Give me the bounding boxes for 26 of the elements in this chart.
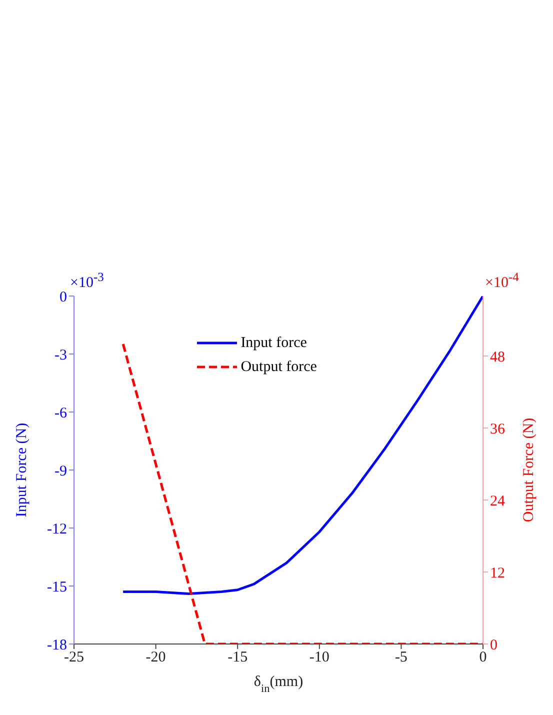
- y-axis-title: Input Force (N): [14, 422, 30, 518]
- y-tick-label: -12: [47, 521, 67, 538]
- y2-tick-label: 24: [490, 493, 506, 510]
- x-tick-label: -15: [228, 650, 248, 666]
- y-tick-label: -6: [54, 405, 68, 422]
- y2-tick-label: 48: [490, 349, 505, 366]
- y2-tick-label: 0: [490, 637, 498, 654]
- y-tick-label: -18: [47, 637, 67, 654]
- x-tick-label: 0: [479, 650, 487, 666]
- y-tick-label: -3: [54, 347, 67, 364]
- x-tick-label: -25: [64, 650, 84, 666]
- text: ×10$^{-3}$: [70, 270, 104, 292]
- y2-axis-title: Output Force (N): [521, 418, 537, 522]
- y2-tick-label: 12: [490, 565, 505, 582]
- legend-label: Input force: [240, 334, 307, 353]
- x-tick-label: -5: [394, 650, 408, 666]
- legend-label: Output force: [240, 358, 317, 377]
- x-tick-label: -20: [146, 650, 166, 666]
- text: ×10$^{-4}$: [485, 270, 519, 292]
- y-tick-label: 0: [60, 289, 67, 306]
- y2-tick-label: 36: [490, 421, 506, 438]
- y-tick-label: -15: [47, 579, 67, 596]
- x-axis-title: δ$_{in}$(mm): [254, 674, 304, 695]
- line-series: [122, 296, 483, 595]
- x-tick-label: -10: [309, 650, 330, 666]
- y-tick-label: -9: [54, 463, 67, 480]
